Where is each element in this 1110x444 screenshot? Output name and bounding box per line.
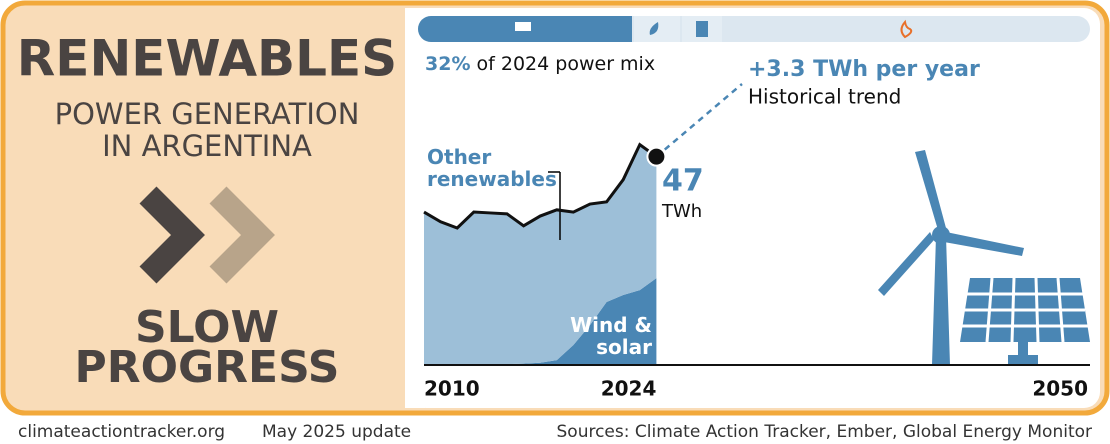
- area: [424, 144, 657, 365]
- share-text: of 2024 power mix: [476, 53, 656, 75]
- footer-update: May 2025 update: [262, 422, 411, 442]
- trend-text: Historical trend: [748, 85, 901, 109]
- area: [424, 278, 657, 365]
- hydro-icon: [649, 22, 659, 35]
- solar-icon: [515, 22, 531, 31]
- bio-icon: [696, 21, 708, 37]
- gas-icon: [900, 19, 913, 39]
- share-line: 32% of 2024 power mix: [425, 54, 655, 75]
- x-tick-label: 2010: [424, 377, 480, 401]
- series-label: Other renewables: [427, 145, 557, 191]
- panel-title: RENEWABLES: [17, 30, 397, 88]
- footer-site: climateactiontracker.org: [18, 422, 225, 442]
- panel-subtitle: IN ARGENTINA: [102, 129, 312, 163]
- chevron: [139, 186, 205, 284]
- verdict: PROGRESS: [75, 342, 340, 393]
- share-label: 32%: [425, 53, 471, 75]
- end-value: 47: [662, 164, 704, 199]
- end-point: [646, 146, 667, 167]
- series-label: Wind & solar: [570, 313, 652, 359]
- trend-label: +3.3 TWh per year: [748, 57, 980, 82]
- chevron: [209, 186, 275, 284]
- x-tick-label: 2050: [1032, 377, 1088, 401]
- chart-panel-edge: [405, 8, 425, 408]
- verdict: SLOW: [135, 302, 279, 353]
- panel-subtitle: POWER GENERATION: [55, 97, 360, 131]
- total-line: [423, 142, 658, 230]
- solar-grid: [962, 277, 1088, 343]
- end-unit: TWh: [661, 201, 702, 222]
- trend-line: [655, 83, 743, 158]
- x-tick-label: 2024: [601, 377, 657, 401]
- wind-turbine: [878, 150, 1024, 365]
- footer-sources: Sources: Climate Action Tracker, Ember, …: [557, 422, 1093, 442]
